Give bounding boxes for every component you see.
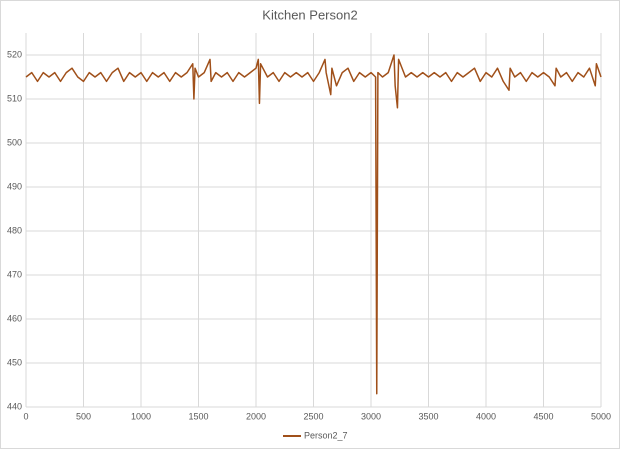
x-tick-label: 1000 xyxy=(131,411,151,421)
y-tick-label: 450 xyxy=(7,357,22,367)
x-tick-label: 3000 xyxy=(361,411,381,421)
x-tick-label: 5000 xyxy=(591,411,611,421)
x-tick-label: 2500 xyxy=(303,411,323,421)
y-tick-label: 500 xyxy=(7,137,22,147)
x-tick-label: 4000 xyxy=(476,411,496,421)
x-tick-label: 2000 xyxy=(246,411,266,421)
y-tick-label: 520 xyxy=(7,49,22,59)
x-tick-label: 1500 xyxy=(188,411,208,421)
y-tick-label: 440 xyxy=(7,401,22,411)
x-tick-label: 0 xyxy=(23,411,28,421)
y-tick-label: 490 xyxy=(7,181,22,191)
y-tick-label: 470 xyxy=(7,269,22,279)
x-tick-label: 4500 xyxy=(533,411,553,421)
y-tick-label: 480 xyxy=(7,225,22,235)
legend-label: Person2_7 xyxy=(304,430,348,440)
data-line xyxy=(25,54,602,395)
x-tick-label: 500 xyxy=(76,411,91,421)
y-tick-label: 510 xyxy=(7,93,22,103)
y-tick-label: 460 xyxy=(7,313,22,323)
x-tick-label: 3500 xyxy=(418,411,438,421)
chart-title: Kitchen Person2 xyxy=(262,7,357,22)
